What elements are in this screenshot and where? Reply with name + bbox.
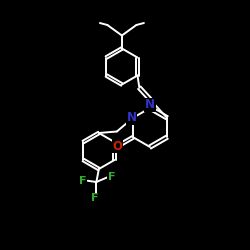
Text: N: N [127, 111, 137, 124]
Text: F: F [91, 193, 99, 203]
Text: F: F [108, 172, 115, 182]
Text: O: O [112, 140, 122, 153]
Text: N: N [145, 98, 155, 112]
Text: F: F [79, 176, 87, 186]
